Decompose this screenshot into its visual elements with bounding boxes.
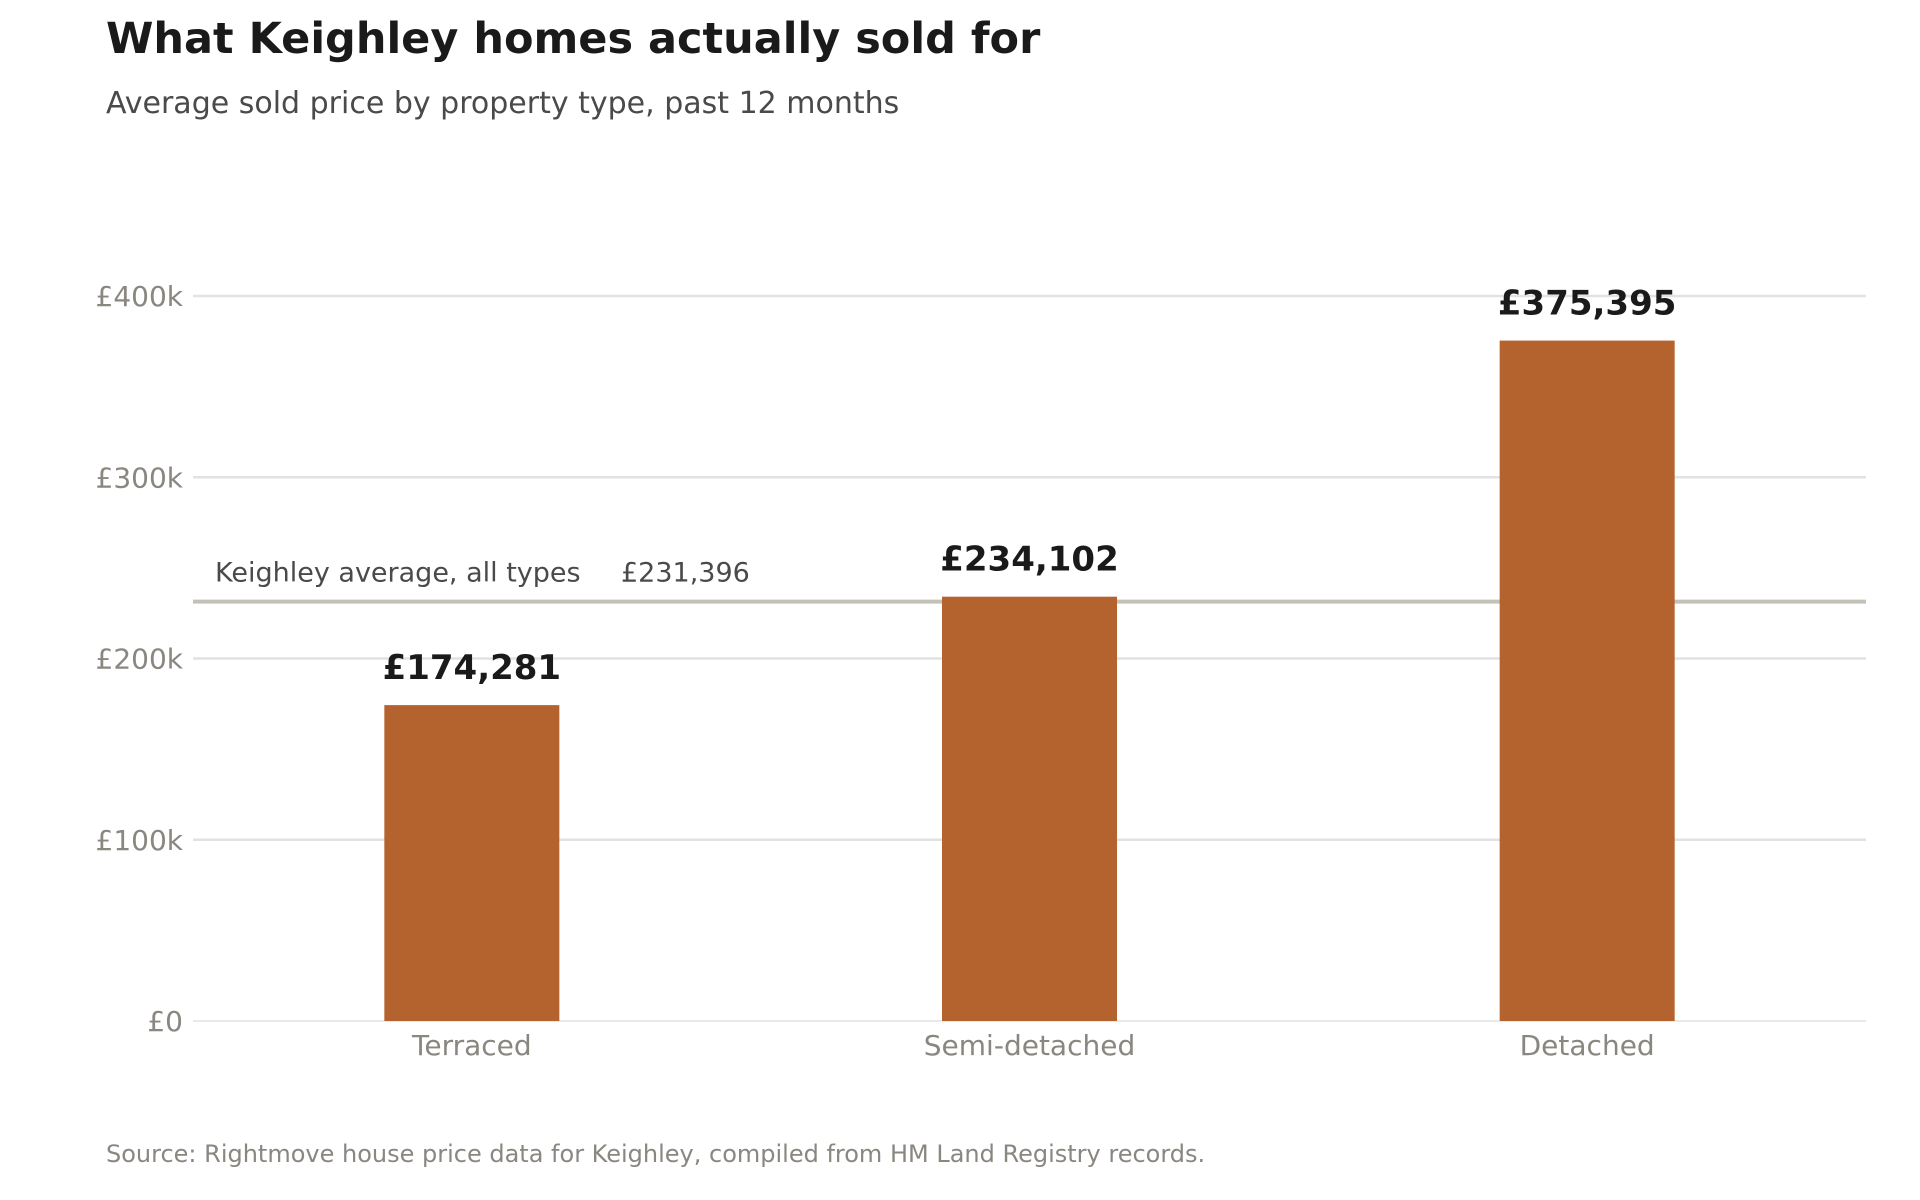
y-tick-label: £0 <box>147 1005 183 1038</box>
average-line-value: £231,396 <box>621 558 750 589</box>
x-category-label: Detached <box>1520 1029 1655 1062</box>
bar-value-label: £174,281 <box>383 648 562 688</box>
y-tick-label: £400k <box>96 280 184 313</box>
labels-layer: £0 £100k £200k £300k £400k £174,281 Terraced £2… <box>96 280 1677 1062</box>
y-tick-label: £200k <box>96 643 184 676</box>
bar-value-label: £375,395 <box>1498 284 1677 324</box>
x-category-label: Terraced <box>411 1029 532 1062</box>
bar-semi-detached <box>942 596 1117 1021</box>
bar-detached <box>1499 340 1675 1021</box>
source-note: Source: Rightmove house price data for K… <box>106 1140 1206 1168</box>
chart-subtitle: Average sold price by property type, pas… <box>106 86 900 121</box>
bar-value-label: £234,102 <box>940 540 1119 580</box>
bar-terraced <box>384 705 560 1021</box>
y-tick-label: £100k <box>96 824 184 857</box>
chart-title: What Keighley homes actually sold for <box>106 14 1041 64</box>
x-category-label: Semi-detached <box>924 1029 1135 1062</box>
average-line-label: Keighley average, all types <box>215 558 581 589</box>
y-tick-label: £300k <box>96 461 184 494</box>
bars-layer <box>384 340 1675 1021</box>
